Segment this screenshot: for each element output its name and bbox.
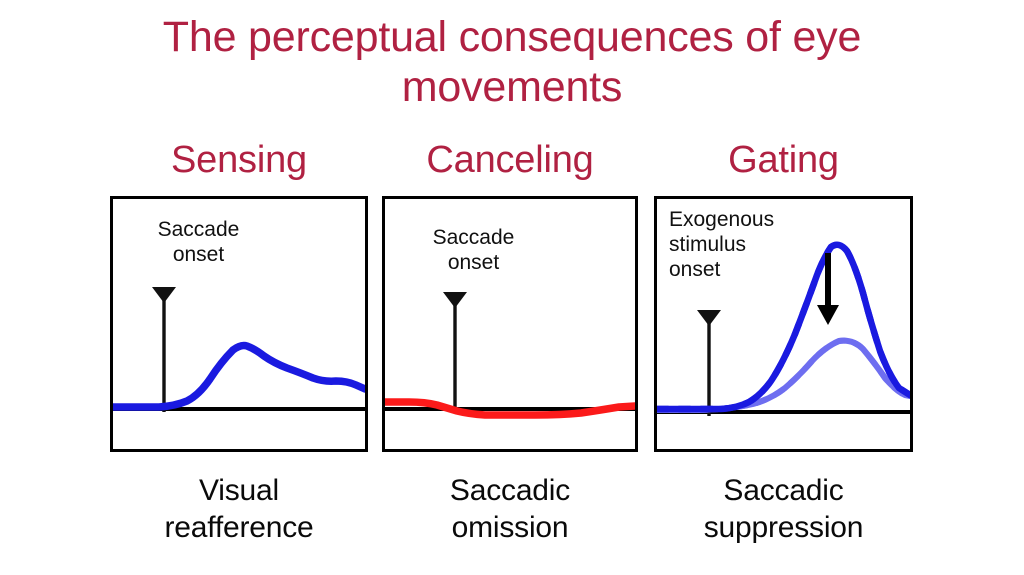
column-heading-sensing: Sensing (171, 139, 307, 181)
saccadic-omission-curve (385, 398, 635, 419)
stimulus-onset-triangle-icon (697, 310, 721, 326)
unsuppressed-response-curve (657, 241, 910, 413)
chart-panel-gating: Exogenous stimulus onset (654, 196, 913, 452)
visual-reafference-curve (113, 341, 365, 411)
down-arrow-icon (817, 253, 839, 325)
chart-panel-canceling: Saccade onset (382, 196, 638, 452)
suppressed-response-dash-overlay (657, 341, 910, 410)
sensing-chart-svg (113, 287, 365, 412)
chart-panel-sensing: Saccade onset (110, 196, 368, 452)
caption-visual-reafference: Visual reafference (164, 474, 314, 544)
suppressed-response-curve (657, 337, 910, 413)
page-title: The perceptual consequences of eye movem… (162, 13, 862, 111)
column-heading-gating: Gating (728, 139, 839, 181)
caption-saccadic-omission: Saccadic omission (449, 474, 571, 544)
saccade-onset-triangle-icon (152, 287, 176, 303)
gating-chart-svg (657, 199, 910, 416)
canceling-chart-svg (385, 292, 635, 419)
caption-saccadic-suppression: Saccadic suppression (703, 474, 864, 544)
column-heading-canceling: Canceling (426, 139, 594, 181)
saccade-onset-triangle-icon (443, 292, 467, 308)
